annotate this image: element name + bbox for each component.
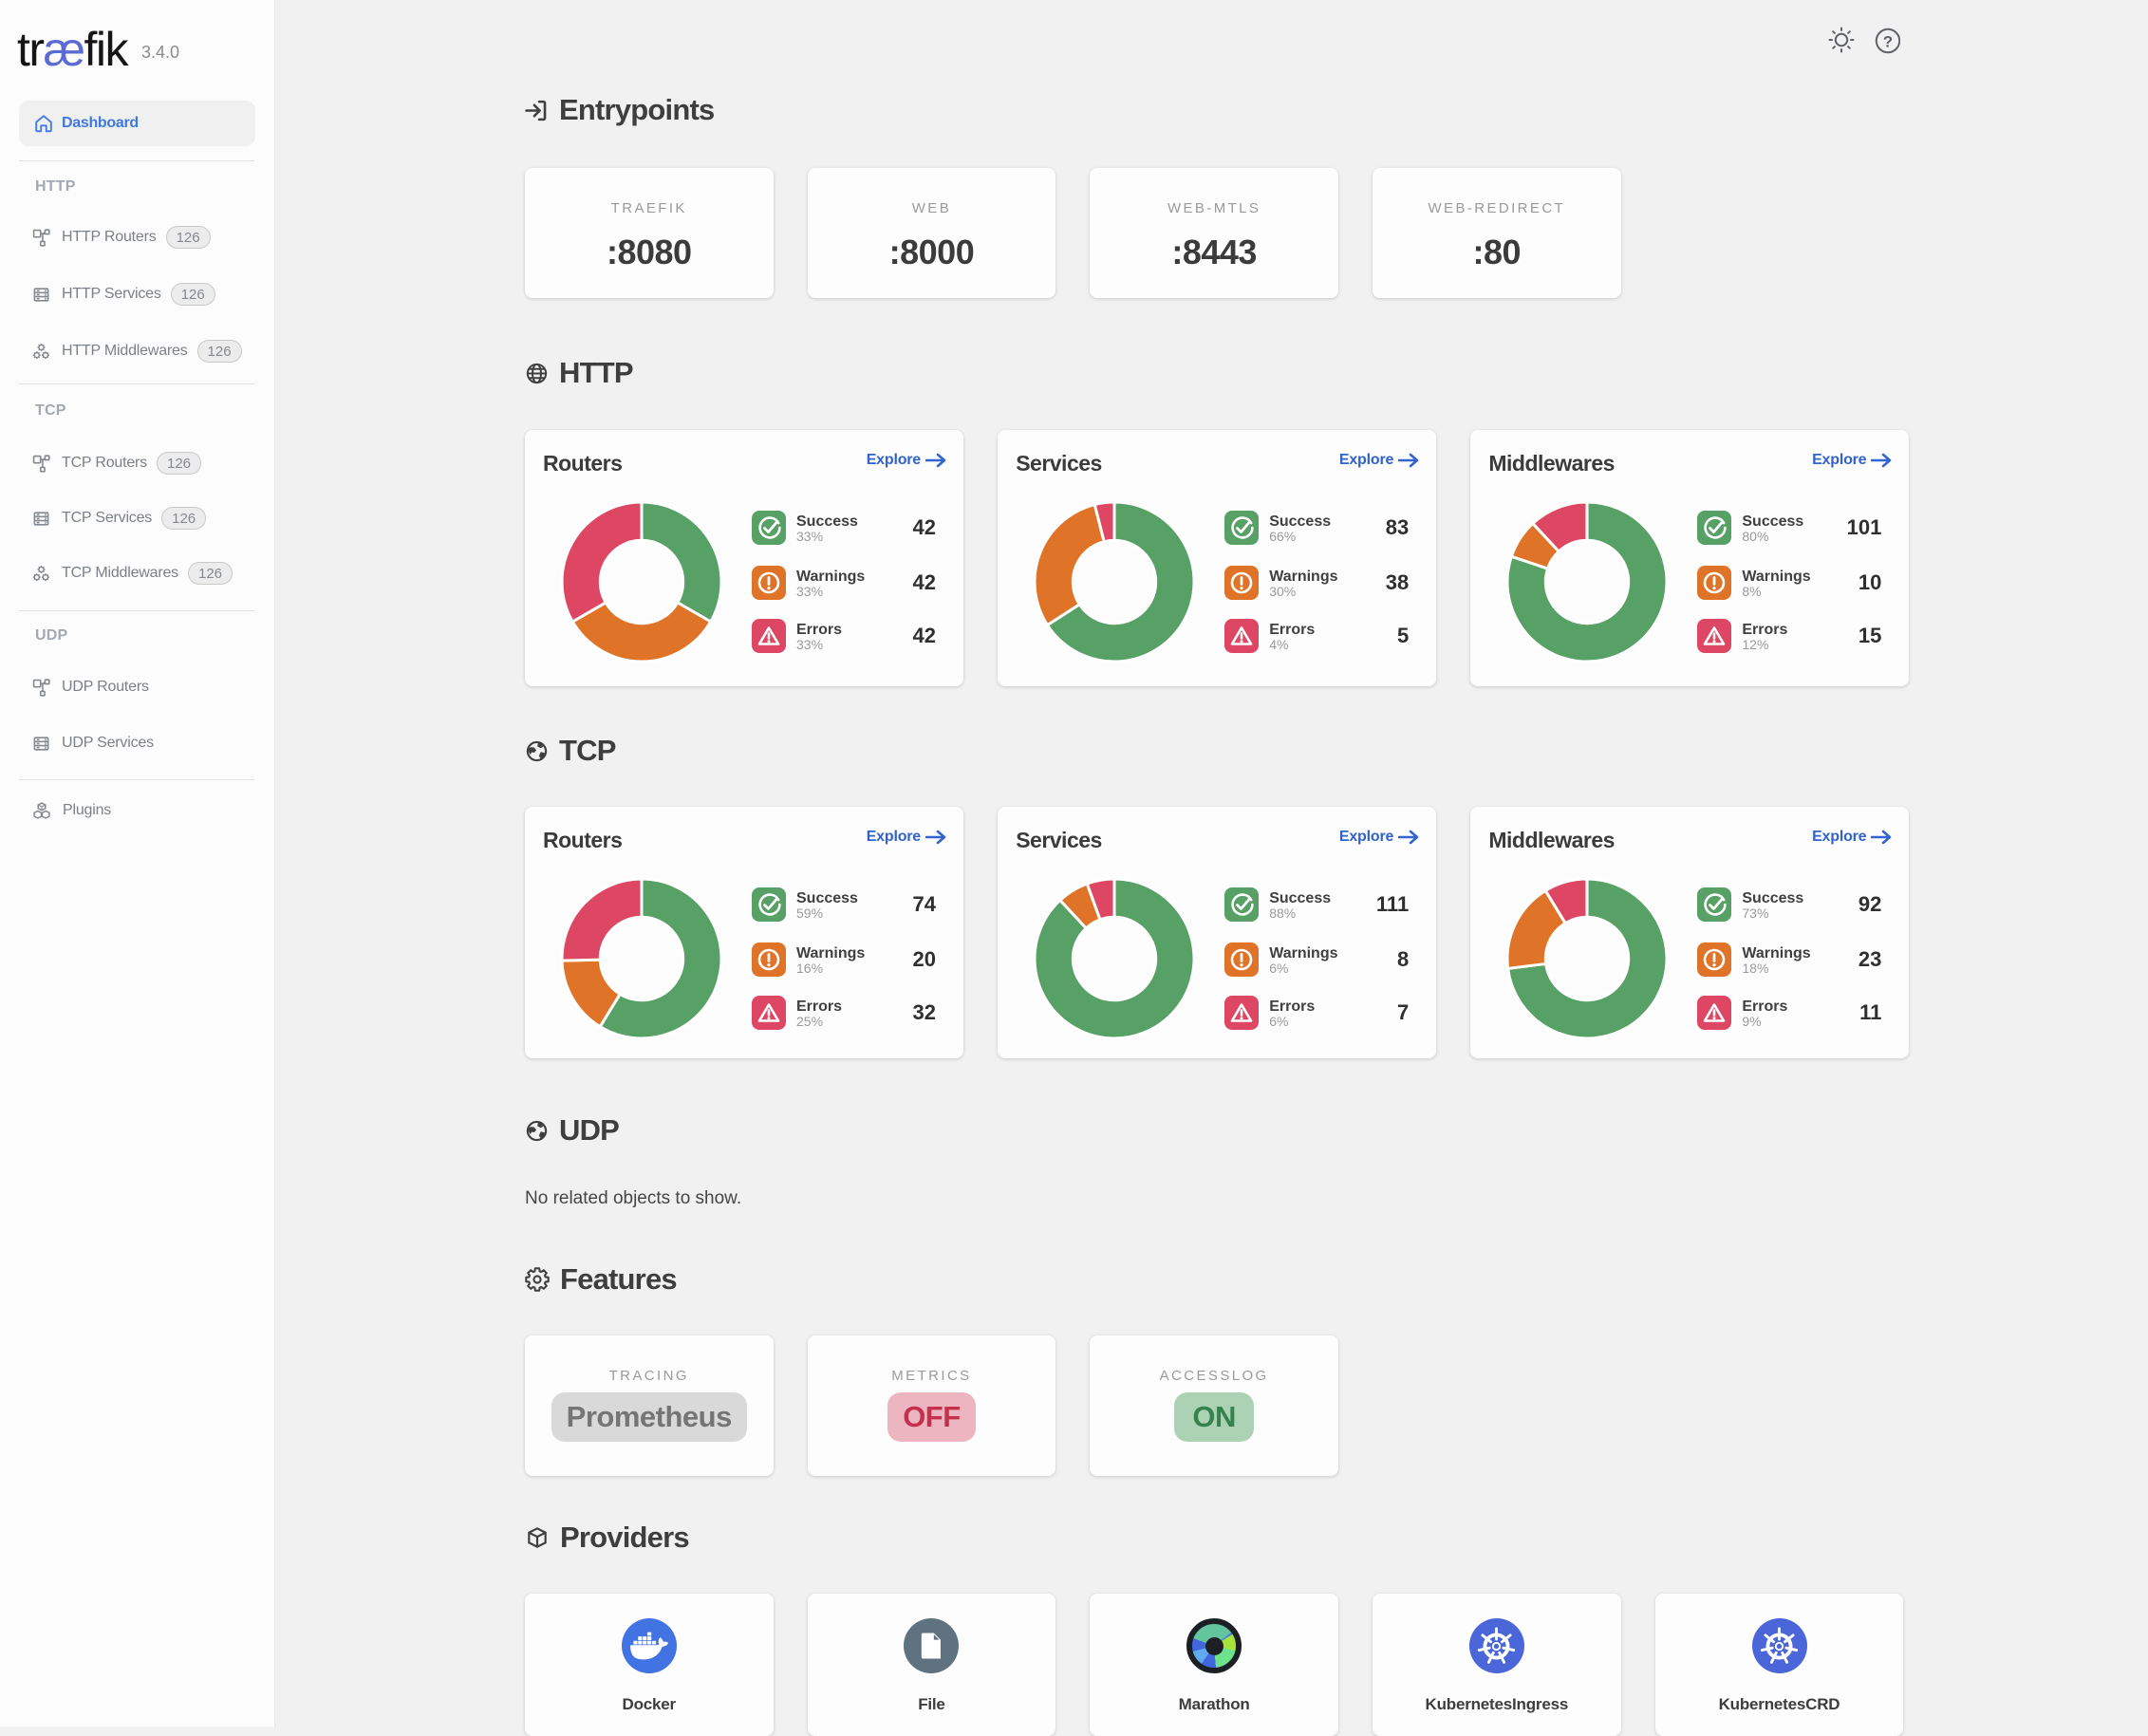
svg-text:?: ? [1883, 33, 1893, 51]
